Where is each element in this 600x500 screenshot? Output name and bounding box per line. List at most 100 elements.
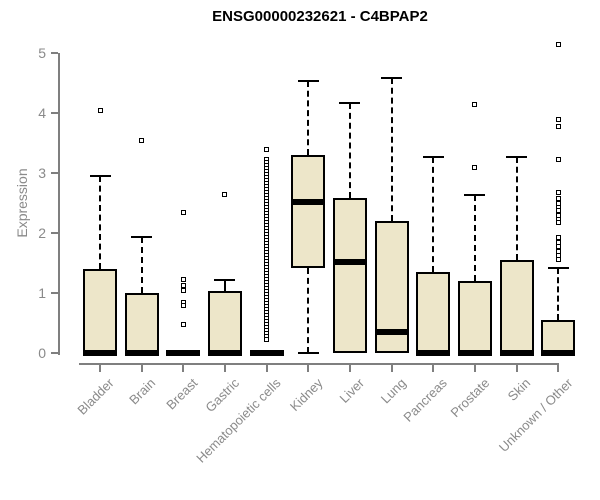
y-tick-label: 2: [38, 225, 46, 241]
x-tick-label: Lung: [377, 375, 409, 407]
box: [499, 260, 534, 353]
outlier-point: [472, 101, 478, 107]
x-tick-label: Bladder: [74, 375, 117, 418]
x-tick-label: Skin: [505, 375, 534, 404]
outlier-point: [555, 234, 561, 240]
median-line: [499, 350, 534, 356]
outlier-point: [555, 123, 561, 129]
x-tick-label: Prostate: [447, 375, 492, 421]
box: [457, 281, 492, 353]
whisker-cap: [297, 80, 319, 83]
outlier-point: [180, 302, 186, 308]
outlier-point: [180, 209, 186, 215]
median-line: [374, 329, 409, 335]
y-tick: [51, 232, 58, 234]
y-tick-label: 5: [38, 45, 46, 61]
whisker: [348, 102, 351, 199]
x-tick: [557, 365, 560, 372]
outlier-point: [472, 164, 478, 170]
whisker: [307, 267, 310, 353]
outlier-point: [180, 287, 186, 293]
median-line: [332, 258, 367, 265]
whisker: [557, 267, 560, 320]
whisker-cap: [381, 77, 403, 80]
x-tick-label: Liver: [336, 375, 367, 406]
box: [416, 272, 451, 353]
x-tick-label: Breast: [163, 375, 201, 413]
x-tick-label: Brain: [126, 375, 159, 408]
y-tick: [51, 112, 58, 114]
box: [541, 320, 576, 353]
outlier-point: [555, 220, 561, 226]
whisker-cap: [547, 266, 569, 269]
median-line: [457, 350, 492, 356]
whisker-cap: [214, 278, 236, 281]
whisker: [473, 195, 476, 281]
outlier-point: [555, 256, 561, 262]
whisker: [307, 81, 310, 155]
whisker-cap: [506, 155, 528, 158]
x-tick: [432, 365, 435, 372]
x-tick: [515, 365, 518, 372]
x-axis-line: [79, 363, 559, 365]
median-line: [83, 350, 117, 356]
y-tick: [51, 292, 58, 294]
whisker-cap: [422, 155, 444, 158]
x-tick-label: Kidney: [286, 375, 326, 415]
x-tick: [473, 365, 476, 372]
whisker-cap: [131, 236, 153, 239]
y-tick-label: 0: [38, 345, 46, 361]
x-tick: [307, 365, 310, 372]
outlier-point: [264, 337, 270, 343]
outlier-point: [555, 41, 561, 47]
box: [291, 155, 326, 268]
whisker: [140, 237, 143, 293]
median-line: [166, 350, 201, 356]
outlier-point: [555, 157, 561, 163]
whisker: [223, 279, 226, 292]
whisker-cap: [339, 101, 361, 104]
whisker: [390, 78, 393, 221]
x-tick: [182, 365, 185, 372]
outlier-point: [264, 146, 270, 152]
box: [83, 269, 117, 353]
outlier-point: [180, 277, 186, 283]
median-line: [249, 350, 284, 356]
outlier-point: [180, 322, 186, 328]
median-line: [416, 350, 451, 356]
x-tick-label: Hematopoietic cells: [193, 375, 284, 466]
x-tick-label: Gastric: [202, 375, 242, 416]
whisker: [99, 176, 101, 269]
x-tick: [223, 365, 226, 372]
whisker: [432, 156, 435, 272]
box: [332, 198, 367, 353]
x-tick: [140, 365, 143, 372]
y-axis-line: [58, 53, 60, 355]
x-tick: [99, 365, 101, 372]
y-tick-label: 4: [38, 105, 46, 121]
y-tick: [51, 352, 58, 354]
y-tick: [51, 172, 58, 174]
y-tick-label: 3: [38, 165, 46, 181]
outlier-point: [555, 190, 561, 196]
y-tick-label: 1: [38, 285, 46, 301]
outlier-point: [555, 116, 561, 122]
x-tick: [390, 365, 393, 372]
outlier-point: [97, 107, 103, 113]
box: [207, 291, 242, 353]
x-tick: [265, 365, 268, 372]
median-line: [291, 198, 326, 205]
whisker-cap: [297, 352, 319, 354]
median-line: [124, 350, 159, 356]
y-tick: [51, 52, 58, 54]
median-line: [541, 350, 576, 356]
outlier-point: [222, 191, 228, 197]
box: [124, 293, 159, 353]
outlier-point: [180, 282, 186, 288]
whisker-cap: [464, 194, 486, 197]
x-tick: [348, 365, 351, 372]
chart-title: ENSG00000232621 - C4BPAP2: [212, 8, 428, 25]
outlier-point: [139, 137, 145, 143]
whisker-cap: [89, 175, 111, 177]
